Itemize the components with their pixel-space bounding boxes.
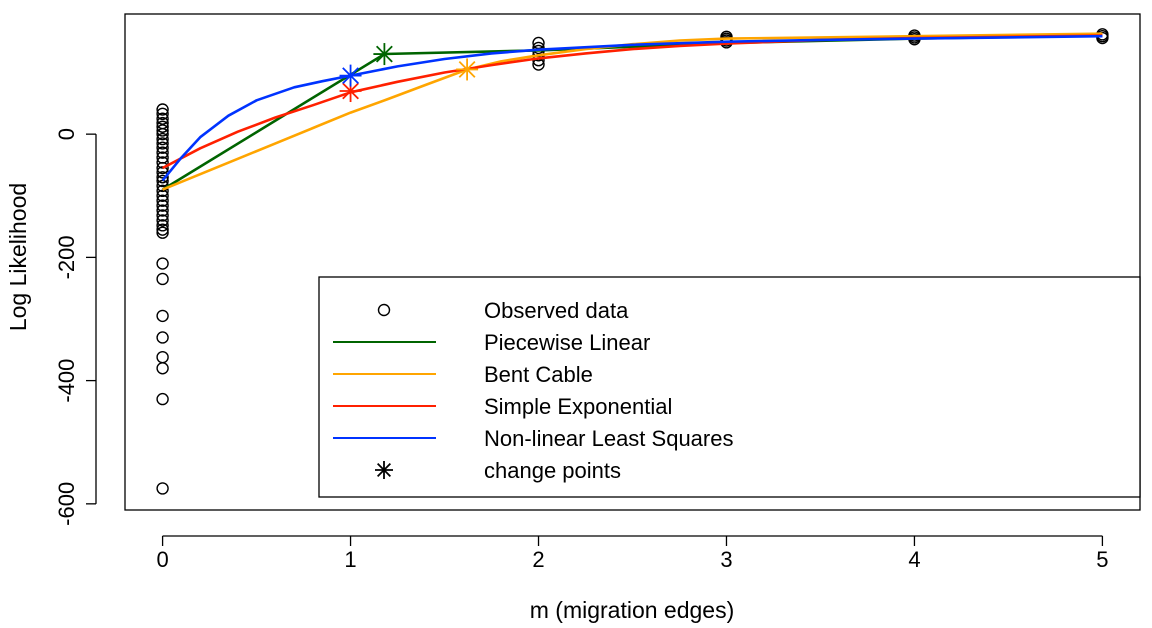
legend-circle-symbol: [377, 303, 391, 317]
series-line: [161, 34, 1103, 182]
observed-point: [156, 161, 169, 175]
y-axis-title: Log Likelihood: [5, 183, 31, 331]
series-line: [161, 34, 1103, 191]
x-tick-label: 3: [720, 547, 732, 572]
y-tick-label: -600: [54, 482, 79, 526]
change-point-star: [339, 64, 362, 87]
y-tick-label: 0: [54, 128, 79, 140]
observed-point: [156, 204, 169, 217]
legend: Observed data Piecewise Linear Bent Cable S…: [318, 276, 1141, 498]
observed-point: [1096, 31, 1109, 45]
observed-point: [156, 189, 169, 202]
observed-point: [156, 124, 169, 137]
observed-point: [156, 174, 169, 188]
change-point-star: [373, 43, 396, 66]
axes: 0 1 2 3 4 5 -600 -400 -200 0: [54, 13, 1141, 572]
observed-point: [156, 209, 169, 222]
observed-point: [156, 482, 169, 495]
observed-point: [156, 103, 169, 116]
observed-point: [156, 137, 169, 150]
legend-star-symbol: [375, 461, 393, 479]
x-tick-label: 0: [156, 547, 168, 572]
observed-point: [156, 257, 169, 270]
observed-point: [156, 223, 169, 236]
x-tick-label: 4: [908, 547, 920, 572]
observed-point: [156, 141, 169, 154]
legend-label: Bent Cable: [484, 362, 593, 387]
observed-point: [156, 184, 169, 198]
x-tick-label: 5: [1096, 547, 1108, 572]
observed-point: [156, 171, 169, 184]
observed-point: [156, 350, 169, 364]
y-tick-label: -400: [54, 359, 79, 403]
x-tick-label: 1: [344, 547, 356, 572]
observed-point: [156, 132, 169, 146]
y-tick-label: -200: [54, 235, 79, 279]
observed-point: [156, 156, 169, 169]
change-point-star: [456, 58, 479, 81]
series-line: [162, 32, 1103, 191]
legend-label: Simple Exponential: [484, 394, 672, 419]
observed-point: [156, 146, 169, 159]
observed-point: [156, 194, 169, 207]
observed-point: [156, 362, 169, 375]
series-line: [161, 34, 1103, 170]
legend-label: Non-linear Least Squares: [484, 426, 733, 451]
observed-point: [156, 272, 169, 286]
plot-frame: [124, 13, 1141, 511]
observed-point: [156, 219, 169, 232]
observed-point: [156, 127, 169, 141]
observed-point: [532, 41, 545, 55]
observed-point: [156, 331, 169, 344]
observed-point: [156, 120, 169, 133]
observed-point: [156, 392, 169, 406]
x-tick-label: 2: [532, 547, 544, 572]
observed-point: [156, 107, 169, 121]
observed-point: [156, 112, 169, 125]
legend-label: Observed data: [484, 298, 629, 323]
observed-point: [156, 309, 169, 323]
observed-point: [156, 214, 169, 227]
x-axis-title: m (migration edges): [530, 597, 735, 623]
legend-label: change points: [484, 458, 621, 483]
observed-point: [156, 226, 169, 239]
plot-area: [156, 28, 1109, 495]
observed-point: [156, 199, 169, 212]
legend-box: [318, 276, 1141, 498]
legend-label: Piecewise Linear: [484, 330, 650, 355]
